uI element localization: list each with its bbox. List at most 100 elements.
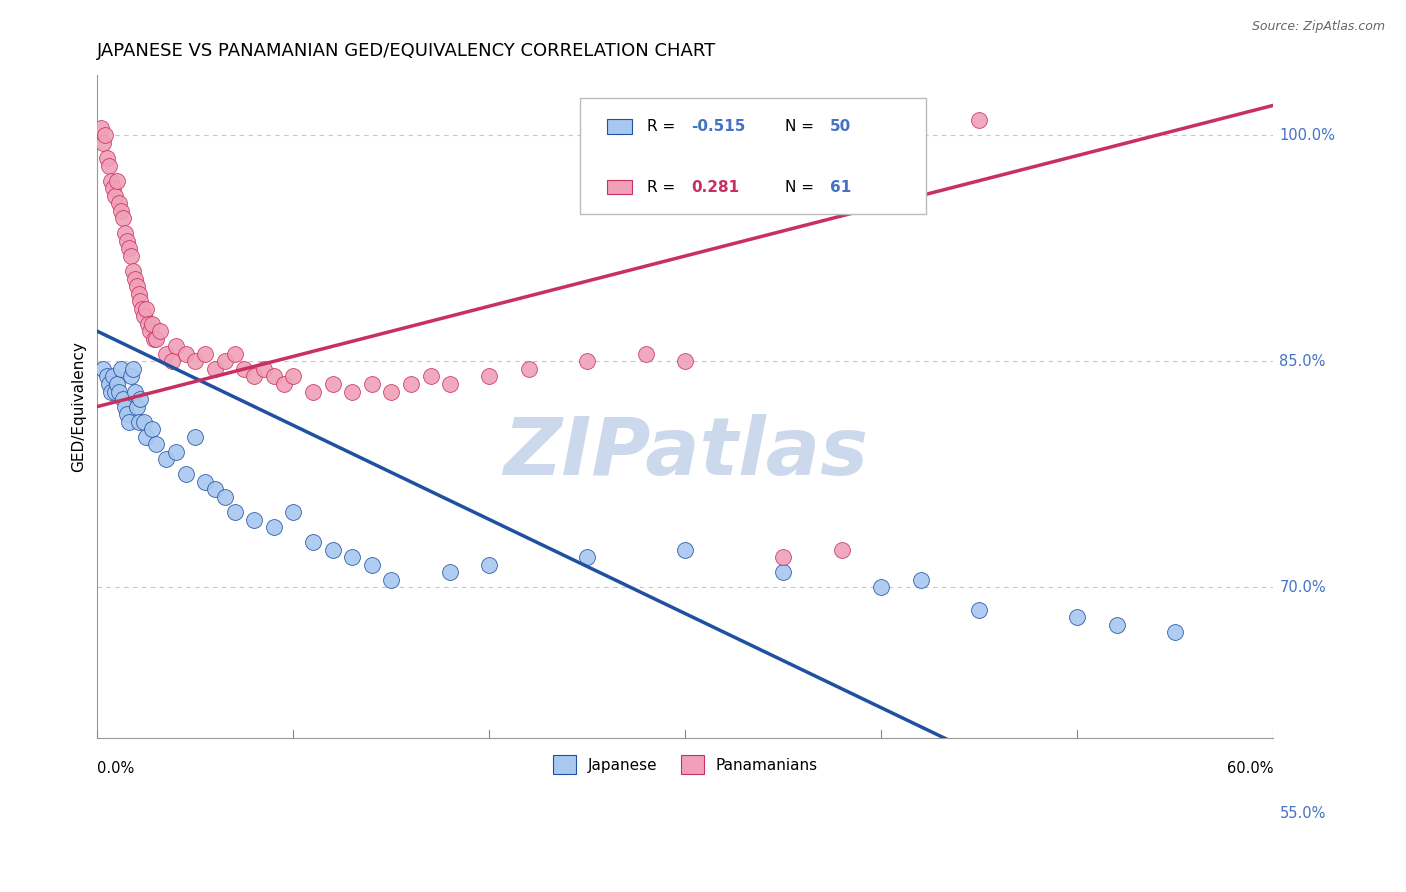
Point <box>141 422 163 436</box>
Point <box>96 151 118 165</box>
Point <box>283 505 305 519</box>
Point <box>125 279 148 293</box>
Point <box>111 392 134 406</box>
Point <box>114 400 136 414</box>
Point <box>145 332 167 346</box>
Legend: Japanese, Panamanians: Japanese, Panamanians <box>547 749 824 780</box>
Y-axis label: GED/Equivalency: GED/Equivalency <box>72 341 86 472</box>
Point <box>108 384 131 399</box>
Point <box>224 505 246 519</box>
Point <box>115 234 138 248</box>
Text: JAPANESE VS PANAMANIAN GED/EQUIVALENCY CORRELATION CHART: JAPANESE VS PANAMANIAN GED/EQUIVALENCY C… <box>97 42 717 60</box>
Point <box>101 181 124 195</box>
Point <box>129 392 152 406</box>
Text: ZIPatlas: ZIPatlas <box>503 414 868 492</box>
Point <box>969 603 991 617</box>
Point <box>136 317 159 331</box>
Point <box>165 339 187 353</box>
Point <box>100 174 122 188</box>
Point <box>1164 625 1187 640</box>
Point <box>118 241 141 255</box>
Point <box>104 188 127 202</box>
Point <box>120 249 142 263</box>
Point <box>98 159 121 173</box>
Point <box>110 203 132 218</box>
Point <box>204 483 226 497</box>
Text: 85.0%: 85.0% <box>1279 354 1326 369</box>
Text: 0.281: 0.281 <box>692 179 740 194</box>
FancyBboxPatch shape <box>606 119 633 134</box>
Point <box>121 362 143 376</box>
Point <box>98 376 121 391</box>
Text: 0.0%: 0.0% <box>97 761 135 776</box>
Point <box>91 136 114 150</box>
Text: 61: 61 <box>830 179 851 194</box>
Point <box>194 475 217 489</box>
Point <box>184 354 207 368</box>
Point <box>273 376 295 391</box>
Point <box>224 347 246 361</box>
Point <box>105 174 128 188</box>
Point <box>124 271 146 285</box>
Point <box>135 301 157 316</box>
Text: R =: R = <box>647 179 685 194</box>
Point <box>439 376 461 391</box>
Point <box>478 558 501 572</box>
Point <box>302 535 325 549</box>
Point <box>673 542 696 557</box>
Point <box>124 384 146 399</box>
Point <box>128 415 150 429</box>
Point <box>155 452 177 467</box>
Point <box>125 400 148 414</box>
Point <box>174 467 197 482</box>
Point <box>673 354 696 368</box>
Point <box>636 347 658 361</box>
Point <box>380 573 402 587</box>
Point <box>380 384 402 399</box>
Point <box>101 369 124 384</box>
Point <box>478 369 501 384</box>
Point <box>214 354 236 368</box>
Point <box>831 542 853 557</box>
Point <box>121 264 143 278</box>
Point <box>100 384 122 399</box>
Point <box>283 369 305 384</box>
Text: N =: N = <box>786 179 820 194</box>
Point <box>263 520 285 534</box>
Point <box>131 301 153 316</box>
Point <box>94 128 117 143</box>
Point <box>139 324 162 338</box>
Point <box>263 369 285 384</box>
Point <box>340 550 363 565</box>
Point <box>110 362 132 376</box>
Point <box>1066 610 1088 624</box>
Point <box>115 407 138 421</box>
Text: 70.0%: 70.0% <box>1279 580 1326 595</box>
Point <box>114 227 136 241</box>
Point <box>108 196 131 211</box>
Point <box>160 354 183 368</box>
Text: 100.0%: 100.0% <box>1279 128 1336 143</box>
Point <box>214 490 236 504</box>
Point <box>91 362 114 376</box>
Point <box>969 113 991 128</box>
Point <box>174 347 197 361</box>
Text: N =: N = <box>786 119 820 134</box>
Point <box>134 309 156 323</box>
Point <box>360 376 382 391</box>
Point <box>1105 618 1128 632</box>
Text: 50: 50 <box>830 119 851 134</box>
Point <box>120 369 142 384</box>
Point <box>576 354 599 368</box>
Point <box>204 362 226 376</box>
Point <box>772 566 794 580</box>
Point <box>129 294 152 309</box>
Point <box>128 286 150 301</box>
Point <box>340 384 363 399</box>
Point <box>322 542 344 557</box>
Text: R =: R = <box>647 119 679 134</box>
Point <box>243 512 266 526</box>
Point <box>105 376 128 391</box>
Point <box>184 430 207 444</box>
Point <box>419 369 441 384</box>
